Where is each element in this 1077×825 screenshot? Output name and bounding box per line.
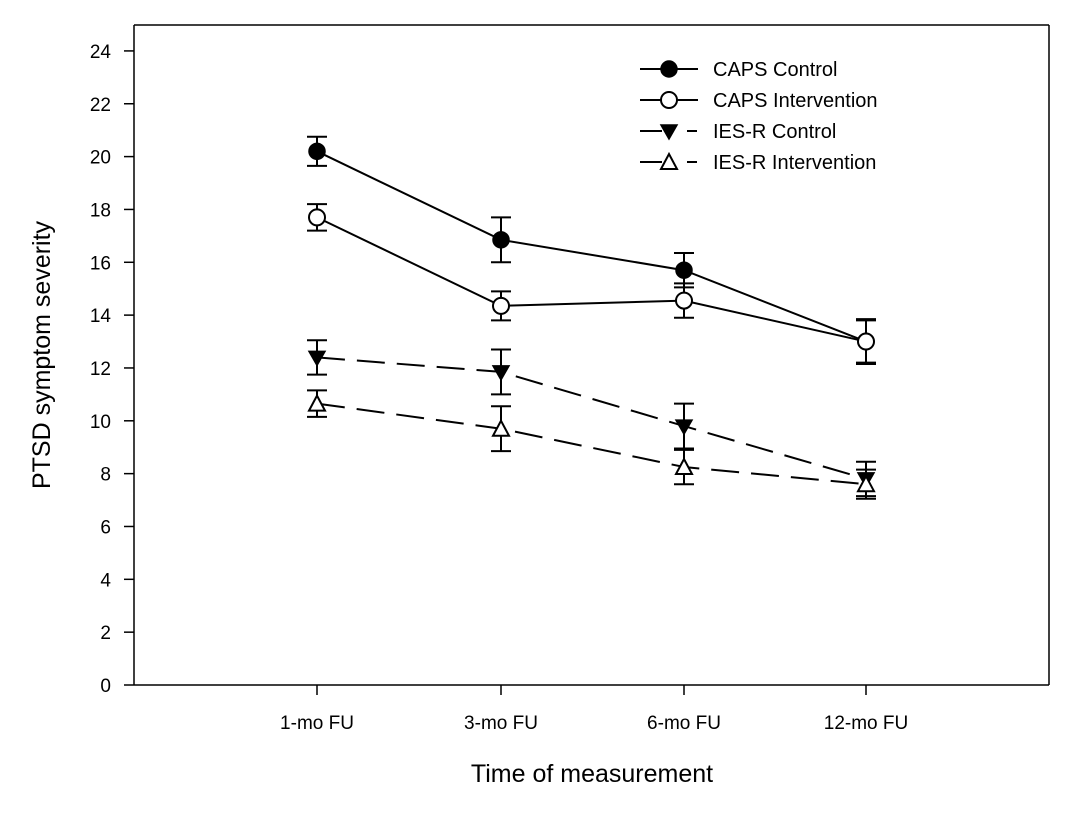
series-line <box>316 216 867 343</box>
x-axis-title: Time of measurement <box>471 760 713 788</box>
y-tick-label: 2 <box>100 623 111 644</box>
x-tick-label: 6-mo FU <box>647 713 721 734</box>
y-tick-label: 10 <box>90 412 111 433</box>
plot-frame <box>133 24 1050 686</box>
series-caps-intervention <box>307 203 876 364</box>
data-point <box>857 332 875 351</box>
legend-marker <box>659 151 679 170</box>
legend: CAPS Control CAPS Intervention IES-R Contr… <box>640 59 878 174</box>
series-line <box>316 356 867 480</box>
y-tick-label: 22 <box>90 95 111 116</box>
y-tick-label: 4 <box>100 570 111 591</box>
legend-item: CAPS Control <box>640 59 838 81</box>
series-caps-control <box>307 135 876 365</box>
y-tick-label: 6 <box>100 517 111 538</box>
data-point <box>492 231 510 249</box>
data-point <box>856 474 876 493</box>
legend-label: IES-R Control <box>713 121 836 143</box>
y-tick-label: 18 <box>90 200 111 221</box>
x-tick-label: 12-mo FU <box>824 713 908 734</box>
series-ies-r-control <box>307 339 876 498</box>
data-point <box>307 350 327 367</box>
legend-label: CAPS Control <box>713 59 838 81</box>
series-ies-r-intervention <box>307 389 876 500</box>
legend-marker <box>660 91 678 109</box>
legend-item: IES-R Control <box>640 121 836 143</box>
y-tick-label: 0 <box>100 676 111 697</box>
y-tick-label: 8 <box>100 465 111 486</box>
series-layer <box>307 135 876 500</box>
y-axis-title: PTSD symptom severity <box>28 220 56 489</box>
legend-item: IES-R Intervention <box>640 151 876 174</box>
data-point <box>492 296 510 315</box>
y-tick-label: 24 <box>90 42 112 63</box>
data-point <box>675 291 693 310</box>
data-point <box>308 142 326 161</box>
legend-marker <box>660 60 678 78</box>
y-tick-label: 16 <box>90 253 111 274</box>
data-point <box>674 456 694 476</box>
legend-item: CAPS Intervention <box>640 90 878 112</box>
x-tick-label: 3-mo FU <box>464 713 538 734</box>
data-point <box>491 365 511 382</box>
x-tick-label: 1-mo FU <box>280 713 354 734</box>
legend-label: IES-R Intervention <box>713 152 876 174</box>
x-axis-ticks: 1-mo FU 3-mo FU 6-mo FU 12-mo FU <box>280 685 908 734</box>
y-tick-label: 12 <box>90 359 111 380</box>
series-line <box>316 402 867 486</box>
data-point <box>674 419 694 436</box>
y-tick-label: 14 <box>90 306 112 327</box>
legend-marker <box>659 124 679 141</box>
data-point <box>675 261 693 279</box>
y-tick-label: 20 <box>90 148 111 169</box>
data-point <box>307 393 327 412</box>
data-point <box>491 418 511 437</box>
legend-label: CAPS Intervention <box>713 90 878 112</box>
data-point <box>308 208 326 227</box>
series-line <box>316 150 867 343</box>
